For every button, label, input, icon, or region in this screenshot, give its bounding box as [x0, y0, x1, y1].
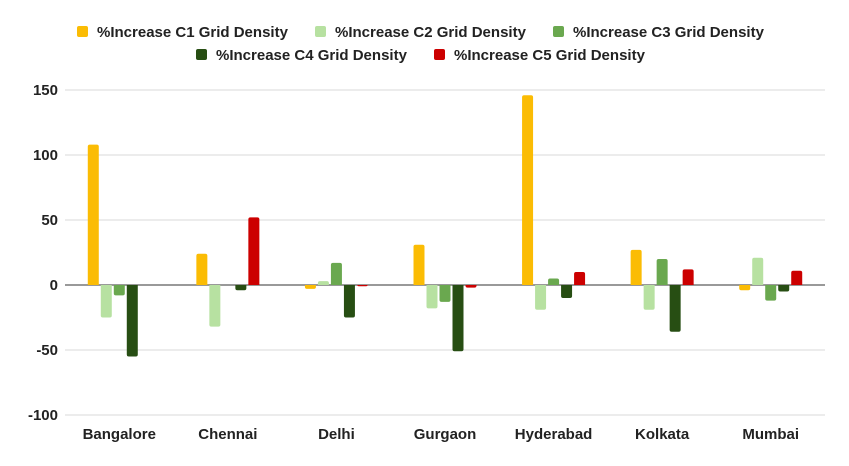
bar-kolkata-c5: [682, 269, 694, 285]
bar-chennai-c1: [196, 253, 208, 285]
legend-swatch: [434, 49, 445, 60]
bar-gurgaon-c1: [413, 244, 425, 285]
legend-item-c4: %Increase C4 Grid Density: [196, 47, 408, 64]
bar-kolkata-c1: [630, 249, 642, 285]
bar-chennai-c5: [248, 217, 260, 285]
bars: [87, 95, 803, 357]
bar-bangalore-c3: [113, 285, 125, 296]
legend-swatch: [196, 49, 207, 60]
legend-label: %Increase C2 Grid Density: [335, 24, 527, 41]
gridlines: [65, 89, 825, 416]
legend-swatch: [77, 26, 88, 37]
bar-mumbai-c3: [765, 285, 777, 301]
x-tick-label: Mumbai: [742, 426, 799, 443]
y-tick-label: 0: [50, 277, 58, 294]
x-tick-label: Delhi: [318, 426, 355, 443]
legend-item-c5: %Increase C5 Grid Density: [434, 47, 646, 64]
chart-legend: %Increase C1 Grid Density %Increase C2 Gr…: [77, 24, 765, 64]
legend-item-c3: %Increase C3 Grid Density: [553, 24, 765, 41]
legend-label: %Increase C3 Grid Density: [573, 24, 765, 41]
legend-label: %Increase C1 Grid Density: [97, 24, 289, 41]
bar-delhi-c5: [356, 284, 368, 287]
bar-gurgaon-c4: [452, 285, 464, 352]
x-axis-ticks: Bangalore Chennai Delhi Gurgaon Hyderabad Kol…: [83, 426, 799, 443]
bar-delhi-c4: [343, 285, 355, 318]
bar-chennai-c2: [209, 285, 221, 327]
legend-swatch: [315, 26, 326, 37]
bar-delhi-c3: [330, 262, 342, 285]
bar-mumbai-c4: [778, 285, 790, 292]
bar-bangalore-c4: [126, 285, 138, 357]
bar-chennai-c4: [235, 285, 247, 291]
y-tick-label: -100: [28, 407, 58, 424]
bar-hyderabad-c5: [574, 272, 586, 285]
legend-swatch: [553, 26, 564, 37]
x-tick-label: Gurgaon: [414, 426, 477, 443]
y-tick-label: -50: [36, 342, 58, 359]
bar-hyderabad-c4: [561, 285, 573, 298]
legend-label: %Increase C4 Grid Density: [216, 47, 408, 64]
bar-bangalore-c2: [100, 285, 112, 318]
bar-mumbai-c1: [739, 285, 751, 291]
x-tick-label: Bangalore: [83, 426, 156, 443]
bar-bangalore-c1: [87, 144, 99, 285]
bar-hyderabad-c2: [535, 285, 547, 310]
bar-gurgaon-c2: [426, 285, 438, 309]
bar-kolkata-c2: [643, 285, 655, 310]
bar-gurgaon-c3: [439, 285, 451, 302]
bar-kolkata-c4: [669, 285, 681, 332]
bar-delhi-c2: [317, 281, 329, 285]
bar-hyderabad-c3: [548, 278, 560, 285]
y-tick-label: 150: [33, 82, 58, 99]
x-tick-label: Chennai: [198, 426, 257, 443]
x-tick-label: Kolkata: [635, 426, 690, 443]
legend-label: %Increase C5 Grid Density: [454, 47, 646, 64]
x-tick-label: Hyderabad: [515, 426, 593, 443]
y-tick-label: 100: [33, 147, 58, 164]
bar-kolkata-c3: [656, 259, 668, 285]
legend-item-c1: %Increase C1 Grid Density: [77, 24, 289, 41]
legend-item-c2: %Increase C2 Grid Density: [315, 24, 527, 41]
y-tick-label: 50: [41, 212, 58, 229]
bar-delhi-c1: [304, 285, 316, 289]
y-axis-ticks: 150 100 50 0 -50 -100: [28, 82, 58, 424]
bar-gurgaon-c5: [465, 285, 477, 288]
bar-mumbai-c5: [791, 270, 803, 285]
bar-mumbai-c2: [752, 257, 764, 285]
bar-hyderabad-c1: [522, 95, 534, 285]
